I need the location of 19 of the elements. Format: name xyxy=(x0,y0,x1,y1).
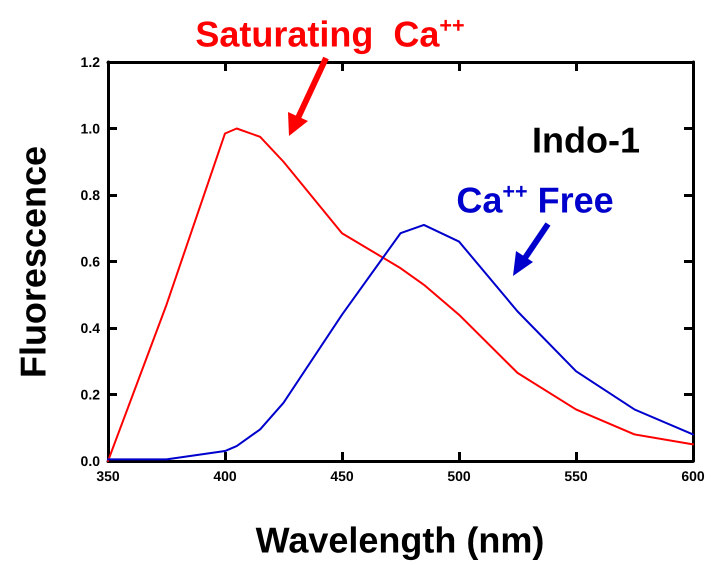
y-axis-title: Fluorescence xyxy=(12,146,54,378)
x-tick-label: 550 xyxy=(564,468,588,484)
y-tick-label: 1.0 xyxy=(80,120,100,136)
x-tick-label: 400 xyxy=(213,468,237,484)
series-label: Ca++ Free xyxy=(456,178,614,220)
x-tick-label: 500 xyxy=(447,468,471,484)
x-tick-label: 600 xyxy=(681,468,705,484)
x-axis-title: Wavelength (nm) xyxy=(256,520,544,560)
y-tick-label: 1.2 xyxy=(80,54,100,70)
line-series xyxy=(107,224,694,460)
y-tick-label: 0.0 xyxy=(80,453,100,469)
annotation: Indo-1 xyxy=(532,120,640,160)
x-tick-label: 350 xyxy=(96,468,120,484)
y-tick-label: 0.6 xyxy=(80,254,100,270)
x-tick-label: 450 xyxy=(330,468,354,484)
y-tick-label: 0.8 xyxy=(80,187,100,203)
y-tick-label: 0.4 xyxy=(80,320,100,336)
text: Saturating Ca++ xyxy=(195,12,465,54)
y-tick-label: 0.2 xyxy=(80,386,100,402)
